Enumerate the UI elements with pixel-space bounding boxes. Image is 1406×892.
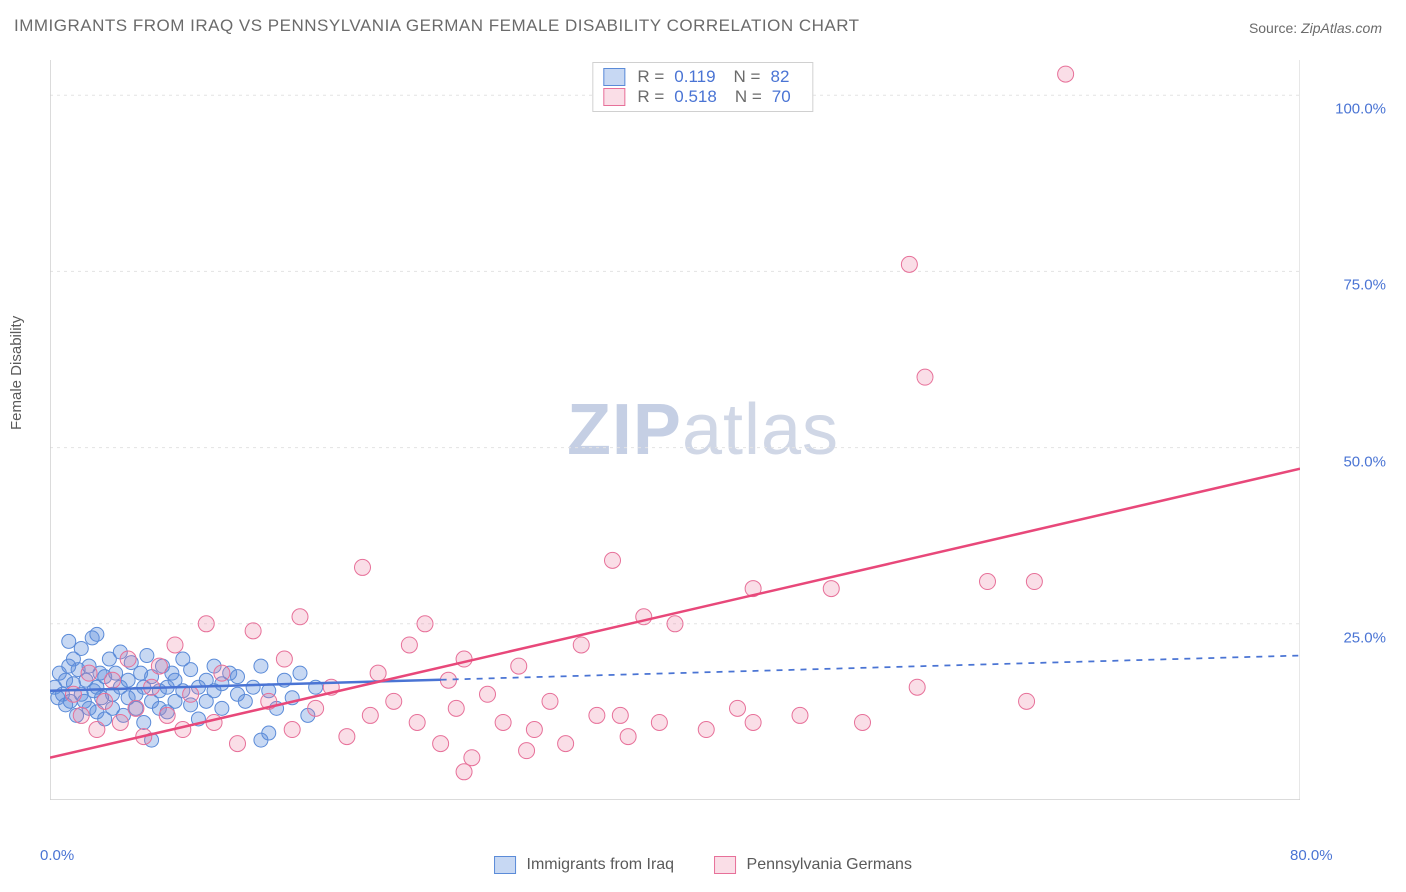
chart-title: IMMIGRANTS FROM IRAQ VS PENNSYLVANIA GER… xyxy=(14,16,860,36)
legend-row-pagerman: R = 0.518 N = 70 xyxy=(603,87,802,107)
series-legend: Immigrants from Iraq Pennsylvania German… xyxy=(494,856,912,874)
legend-row-iraq: R = 0.119 N = 82 xyxy=(603,67,802,87)
y-tick-label: 100.0% xyxy=(1335,101,1386,118)
y-tick-label: 50.0% xyxy=(1343,453,1386,470)
source-value: ZipAtlas.com xyxy=(1301,20,1382,36)
legend-swatch-iraq xyxy=(494,856,516,874)
legend-item-iraq: Immigrants from Iraq xyxy=(494,856,674,874)
legend-item-pagerman: Pennsylvania Germans xyxy=(714,856,912,874)
y-tick-label: 75.0% xyxy=(1343,277,1386,294)
source-attribution: Source: ZipAtlas.com xyxy=(1249,20,1382,36)
legend-swatch-pagerman xyxy=(603,88,625,106)
legend-swatch-pagerman xyxy=(714,856,736,874)
correlation-legend: R = 0.119 N = 82 R = 0.518 N = 70 xyxy=(592,62,813,112)
x-tick-label: 0.0% xyxy=(40,847,74,864)
y-axis-label: Female Disability xyxy=(8,316,25,430)
chart-container: IMMIGRANTS FROM IRAQ VS PENNSYLVANIA GER… xyxy=(0,0,1406,892)
scatter-plot xyxy=(50,60,1300,800)
legend-swatch-iraq xyxy=(603,68,625,86)
y-tick-label: 25.0% xyxy=(1343,629,1386,646)
x-tick-label: 80.0% xyxy=(1290,847,1333,864)
source-label: Source: xyxy=(1249,20,1297,36)
